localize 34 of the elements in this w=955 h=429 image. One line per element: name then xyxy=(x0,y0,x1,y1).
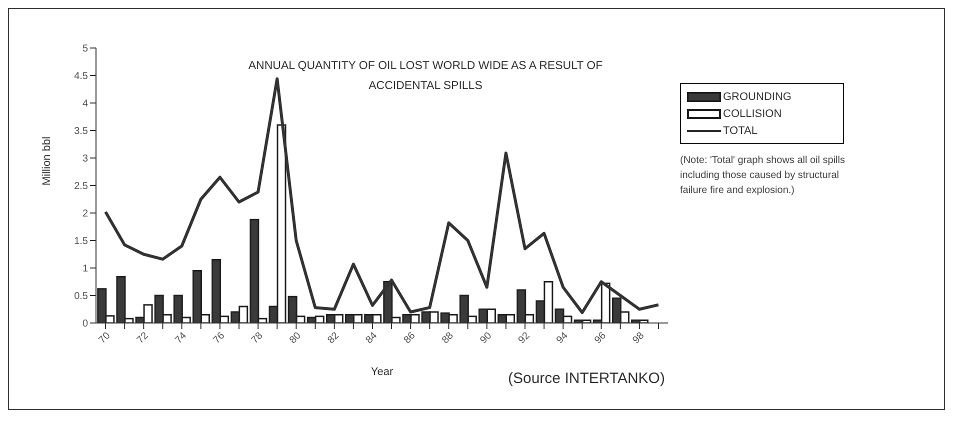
x-tick-label: 88 xyxy=(440,330,456,346)
y-axis-title: Million bbl xyxy=(40,136,53,186)
y-tick-label: 4 xyxy=(82,98,88,110)
text: ANNUAL QUANTITY OF OIL LOST WORLD WIDE AS A RESULT OF ACCIDENTAL SPILLS xyxy=(247,59,604,94)
legend-label: GROUNDING xyxy=(722,90,792,104)
x-tick-label: 72 xyxy=(135,330,152,346)
y-tick-label: 1 xyxy=(82,264,88,275)
x-tick-label: 90 xyxy=(478,330,494,346)
x-tick-label: 92 xyxy=(516,330,532,346)
legend-label: COLLISION xyxy=(722,106,783,122)
y-tick-label: 3.5 xyxy=(74,126,88,138)
x-tick-label: 80 xyxy=(288,330,304,346)
x-tick-label: 78 xyxy=(250,330,266,346)
y-tick-label: 1.5 xyxy=(74,236,88,248)
x-tick-label: 82 xyxy=(326,330,342,346)
y-tick-label: 2 xyxy=(82,208,88,220)
y-tick-label: 3 xyxy=(82,154,88,165)
x-tick-label: 70 xyxy=(97,330,113,346)
x-tick-label: 94 xyxy=(554,330,571,346)
text: (Source INTERTANKO) xyxy=(508,370,665,387)
x-tick-label: 74 xyxy=(173,330,190,346)
x-tick-label: 98 xyxy=(630,330,647,346)
x-axis-title: Year xyxy=(370,366,394,378)
legend-label: TOTAL xyxy=(722,124,758,138)
x-tick-label: 96 xyxy=(592,330,609,346)
x-tick-label: 84 xyxy=(364,330,380,346)
y-tick-label: 0 xyxy=(82,318,88,330)
y-tick-label: 0.5 xyxy=(74,291,88,302)
x-tick-label: 86 xyxy=(402,330,418,346)
x-tick-label: 76 xyxy=(211,330,228,346)
y-tick-label: 4.5 xyxy=(74,71,88,82)
text: (Note: 'Total' graph shows all oil spills including those caused by structural failure fire and explosion.) xyxy=(680,154,846,198)
y-tick-label: 2.5 xyxy=(74,181,88,192)
y-tick-label: 5 xyxy=(82,44,88,55)
